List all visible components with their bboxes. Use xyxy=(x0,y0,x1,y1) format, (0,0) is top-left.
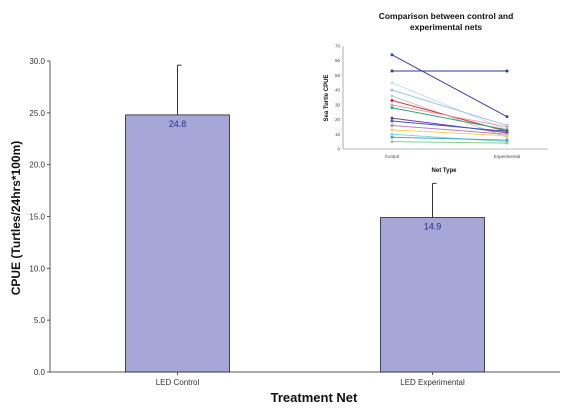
y-tick-label: 10.0 xyxy=(29,264,45,273)
y-tick-label: 20.0 xyxy=(29,161,45,170)
x-axis-title: Treatment Net xyxy=(271,390,358,405)
y-tick-label: 0.0 xyxy=(34,368,46,377)
bar-value-label: 24.8 xyxy=(169,119,187,129)
y-axis-title: CPUE (Turtles/24hrs*100m) xyxy=(9,141,23,296)
bar xyxy=(380,217,485,373)
bar xyxy=(125,114,230,373)
y-tick-label: 25.0 xyxy=(29,109,45,118)
bar-value-label: 14.9 xyxy=(424,222,442,232)
y-tick-label: 15.0 xyxy=(29,213,45,222)
x-tick-label: LED Experimental xyxy=(400,378,465,387)
y-tick-label: 30.0 xyxy=(29,57,45,66)
x-tick-label: LED Control xyxy=(156,378,200,387)
y-tick-label: 5.0 xyxy=(34,316,46,325)
